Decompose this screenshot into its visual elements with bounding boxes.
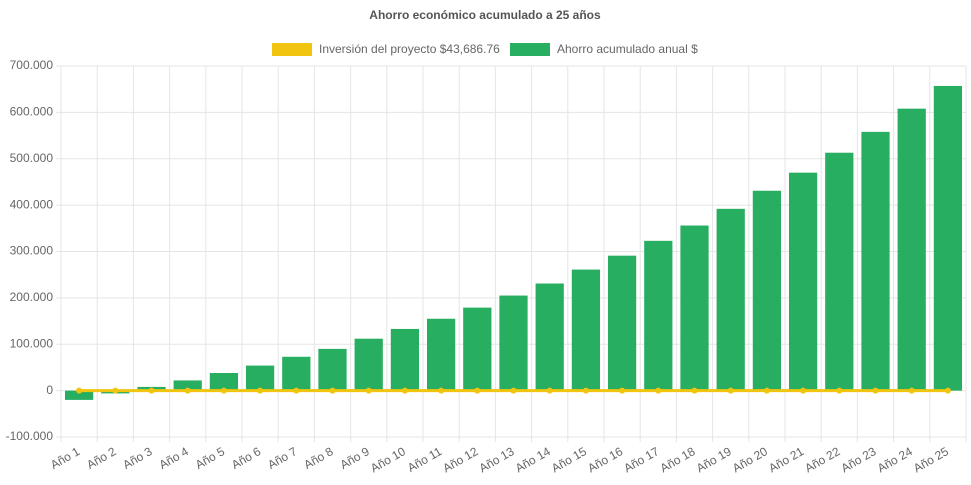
x-tick-label: Año 11	[405, 444, 444, 475]
legend-label: Inversión del proyecto $43,686.76	[319, 42, 500, 56]
bar	[571, 269, 601, 391]
bar	[245, 365, 275, 391]
line-point	[76, 387, 83, 394]
line-point	[184, 387, 191, 394]
bar	[282, 356, 311, 391]
bar	[209, 373, 239, 391]
x-tick-label: Año 2	[84, 444, 118, 472]
x-tick-label: Año 23	[839, 444, 879, 475]
line-point	[619, 387, 626, 394]
x-tick-label: Año 6	[229, 444, 263, 472]
y-tick-label: 300.000	[10, 244, 54, 258]
line-point	[148, 387, 155, 394]
bar	[463, 307, 492, 391]
bar	[825, 152, 854, 391]
bar	[354, 338, 383, 391]
line-point	[655, 387, 662, 394]
bar	[897, 108, 926, 391]
line-point	[872, 387, 879, 394]
x-tick-label: Año 18	[658, 444, 698, 475]
line-point	[329, 387, 336, 394]
bar	[64, 390, 94, 400]
x-tick-label: Año 15	[549, 444, 589, 475]
x-tick-label: Año 9	[338, 444, 372, 472]
y-tick-label: -100.000	[6, 429, 54, 443]
bar	[499, 295, 528, 391]
bar	[426, 318, 456, 391]
line-point	[800, 387, 807, 394]
x-tick-label: Año 25	[911, 444, 951, 475]
bar	[535, 283, 564, 391]
x-tick-label: Año 16	[585, 444, 625, 475]
line-point	[474, 387, 481, 394]
x-tick-label: Año 8	[301, 444, 335, 472]
line-point	[365, 387, 372, 394]
bar	[390, 328, 420, 391]
x-tick-label: Año 22	[802, 444, 842, 475]
y-tick-label: 400.000	[10, 197, 54, 211]
x-tick-label: Año 10	[368, 444, 408, 475]
bar	[752, 190, 782, 391]
line-point	[908, 387, 915, 394]
line-point	[546, 387, 553, 394]
x-tick-label: Año 5	[193, 444, 227, 472]
x-tick-label: Año 13	[477, 444, 517, 475]
x-tick-label: Año 14	[513, 444, 553, 475]
x-tick-label: Año 12	[440, 444, 480, 475]
line-point	[944, 387, 951, 394]
line-point	[257, 387, 264, 394]
x-tick-label: Año 17	[621, 444, 661, 475]
x-tick-label: Año 3	[120, 444, 154, 472]
line-point	[401, 387, 408, 394]
legend-swatch	[510, 43, 550, 56]
chart-title: Ahorro económico acumulado a 25 años	[369, 8, 601, 22]
bar	[680, 225, 709, 391]
line-point	[293, 387, 300, 394]
bar	[861, 131, 890, 391]
bar	[607, 255, 637, 391]
x-tick-label: Año 4	[157, 444, 191, 472]
y-tick-label: 500.000	[10, 151, 54, 165]
y-tick-label: 700.000	[10, 58, 54, 72]
x-tick-label: Año 21	[766, 444, 806, 475]
bar	[318, 348, 347, 391]
bar	[716, 208, 745, 391]
x-tick-label: Año 19	[694, 444, 734, 475]
y-tick-label: 600.000	[10, 105, 54, 119]
line-point	[836, 387, 843, 394]
x-tick-label: Año 1	[48, 444, 82, 472]
line-point	[582, 387, 589, 394]
line-point	[112, 387, 119, 394]
line-point	[763, 387, 770, 394]
line-point	[691, 387, 698, 394]
line-point	[438, 387, 445, 394]
bar	[644, 240, 673, 391]
bar	[933, 85, 963, 391]
x-tick-label: Año 20	[730, 444, 770, 475]
bar	[173, 380, 202, 391]
line-point	[510, 387, 517, 394]
y-tick-label: 0	[46, 383, 53, 397]
x-tick-label: Año 7	[265, 444, 299, 472]
x-tick-label: Año 24	[875, 444, 915, 475]
y-tick-label: 100.000	[10, 336, 54, 350]
y-tick-label: 200.000	[10, 290, 54, 304]
legend-label: Ahorro acumulado anual $	[557, 42, 698, 56]
line-point	[727, 387, 734, 394]
legend-swatch	[272, 43, 312, 56]
line-point	[220, 387, 227, 394]
bar	[788, 172, 818, 391]
